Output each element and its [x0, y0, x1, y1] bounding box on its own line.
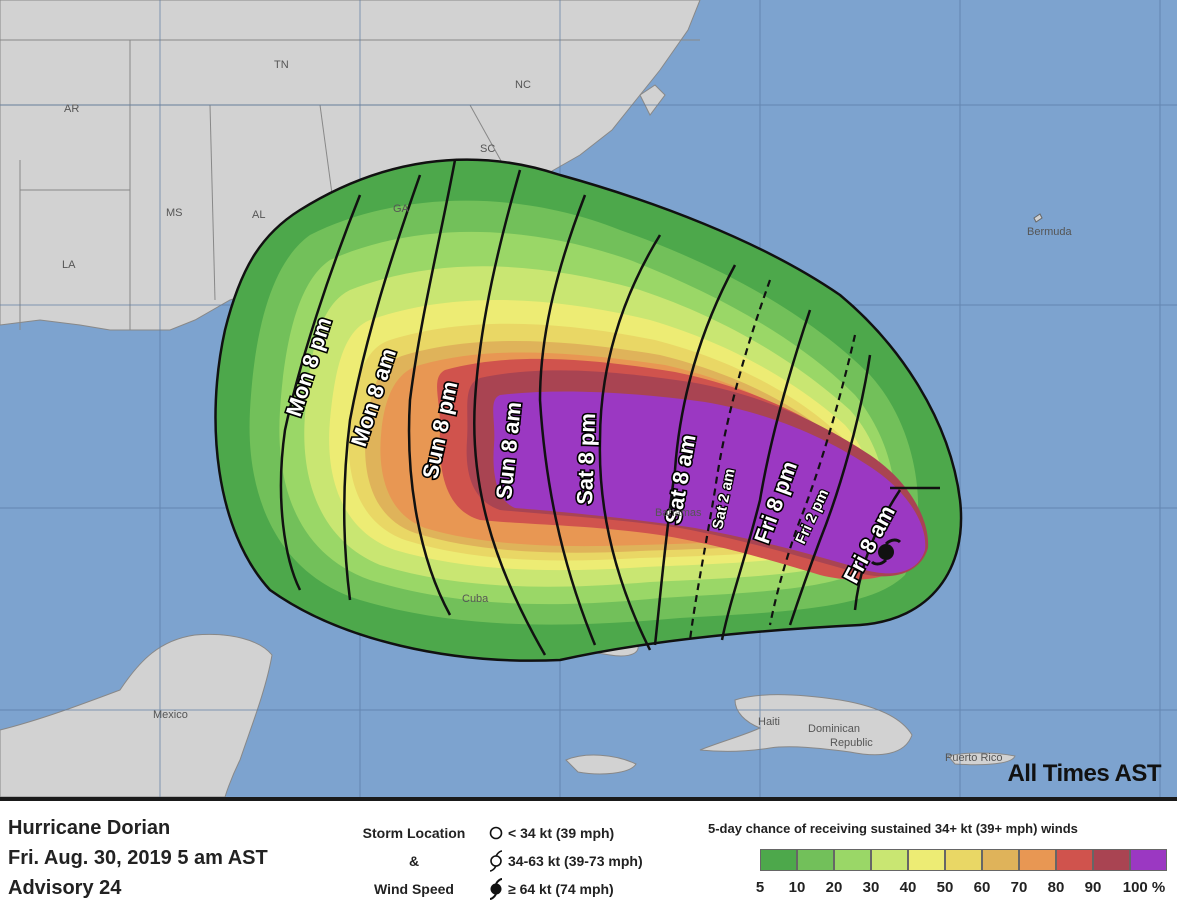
- probability-swatch: [945, 849, 982, 871]
- label-cuba: Cuba: [462, 593, 489, 605]
- key-item-tropical-storm: 34-63 kt (39-73 mph): [488, 847, 643, 875]
- probability-swatch: [871, 849, 908, 871]
- probability-swatch: [1093, 849, 1130, 871]
- storm-name: Hurricane Dorian: [8, 817, 171, 839]
- advisory-number: Advisory 24: [8, 877, 122, 899]
- probability-tick: 70: [1010, 879, 1028, 896]
- label-puerto-rico: Puerto Rico: [945, 752, 1002, 764]
- storm-key-caption: Storm Location & Wind Speed: [348, 819, 480, 903]
- label-ms: MS: [166, 207, 183, 219]
- key-item-hurricane: ≥ 64 kt (74 mph): [488, 875, 643, 903]
- key-caption-line3: Wind Speed: [374, 881, 454, 897]
- storm-key-items: < 34 kt (39 mph) 34-63 kt (39-73 mph) ≥ …: [488, 819, 643, 903]
- key-item-weak: < 34 kt (39 mph): [488, 819, 643, 847]
- probability-tick: 50: [936, 879, 954, 896]
- probability-tick: 60: [973, 879, 991, 896]
- hurricane-icon: [870, 538, 902, 566]
- label-dominican: Dominican: [808, 723, 860, 735]
- probability-title: 5-day chance of receiving sustained 34+ …: [708, 821, 1078, 836]
- key-label-hurricane: ≥ 64 kt (74 mph): [508, 881, 614, 897]
- forecast-map: Mon 8 pm Mon 8 am Sun 8 pm Sun 8 am Sat …: [0, 0, 1177, 797]
- storm-info: Hurricane Dorian Fri. Aug. 30, 2019 5 am…: [8, 813, 268, 903]
- label-bermuda: Bermuda: [1027, 226, 1073, 238]
- label-sat-8pm: Sat 8 pm: [572, 413, 600, 506]
- key-label-weak: < 34 kt (39 mph): [508, 825, 615, 841]
- tropical-storm-icon: [489, 850, 503, 872]
- key-caption-line2: &: [408, 853, 420, 869]
- place-labels: TN NC AR SC MS AL GA LA Bermuda Cuba Bah…: [62, 59, 1073, 764]
- probability-colorbar: [760, 849, 1167, 871]
- swath-outline: [214, 158, 963, 662]
- probability-swatch: [982, 849, 1019, 871]
- label-nc: NC: [515, 79, 531, 91]
- probability-tick: 80: [1047, 879, 1065, 896]
- advisory-time: Fri. Aug. 30, 2019 5 am AST: [8, 847, 268, 869]
- label-republic: Republic: [830, 737, 873, 749]
- key-caption-line1: Storm Location: [362, 825, 466, 841]
- map-canvas: Mon 8 pm Mon 8 am Sun 8 pm Sun 8 am Sat …: [0, 0, 1177, 797]
- probability-swatch: [1019, 849, 1056, 871]
- probability-ticks: 5 10 20 30 40 50 60 70 80 90 100 %: [745, 879, 1175, 899]
- probability-tick: 90: [1084, 879, 1102, 896]
- dashed-isochrones: [688, 279, 857, 641]
- isochrone-mon-8pm: [279, 194, 362, 591]
- probability-swatch: [797, 849, 834, 871]
- probability-swatch: [760, 849, 797, 871]
- label-mexico: Mexico: [153, 709, 188, 721]
- label-la: LA: [62, 259, 76, 271]
- label-sc: SC: [480, 143, 495, 155]
- probability-swatch: [908, 849, 945, 871]
- key-label-tropical-storm: 34-63 kt (39-73 mph): [508, 853, 643, 869]
- legend-footer: Hurricane Dorian Fri. Aug. 30, 2019 5 am…: [0, 797, 1177, 908]
- probability-tick: 100 %: [1122, 879, 1166, 896]
- probability-swatch: [1130, 849, 1167, 871]
- label-tn: TN: [274, 59, 289, 71]
- probability-tick: 40: [899, 879, 917, 896]
- label-haiti: Haiti: [758, 716, 780, 728]
- arrival-isochrones: [279, 159, 902, 656]
- probability-swatch: [834, 849, 871, 871]
- probability-tick: 30: [862, 879, 880, 896]
- probability-swatch: [1056, 849, 1093, 871]
- label-ga: GA: [393, 203, 410, 215]
- time-zone-note: All Times AST: [1007, 760, 1161, 787]
- label-ar: AR: [64, 103, 79, 115]
- open-circle-icon: [489, 826, 503, 840]
- label-al: AL: [252, 209, 265, 221]
- probability-tick: 10: [788, 879, 806, 896]
- probability-tick: 5: [755, 879, 765, 896]
- hurricane-icon: [489, 878, 503, 900]
- probability-tick: 20: [825, 879, 843, 896]
- label-bahamas: Bahamas: [655, 507, 702, 519]
